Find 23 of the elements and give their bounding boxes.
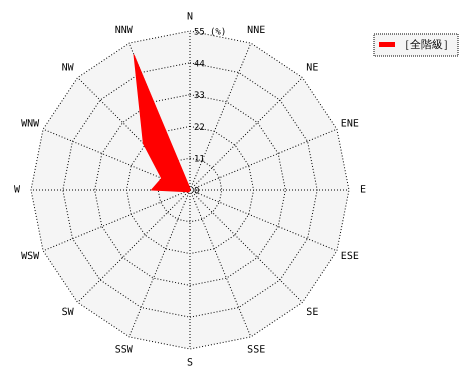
spoke-label: NNW <box>114 24 134 36</box>
spoke-label: SSW <box>114 344 134 356</box>
spoke-label: W <box>14 184 21 196</box>
legend-label: ［全階級］ <box>399 38 454 52</box>
spoke-label: WSW <box>21 250 40 262</box>
spoke-label: E <box>360 184 366 196</box>
spoke-label: S <box>186 358 194 369</box>
y-tick-label: 11 <box>194 154 205 165</box>
y-tick-label: 44 <box>194 59 205 70</box>
spoke-label: NNE <box>247 24 266 36</box>
spoke-label: ENE <box>340 118 359 130</box>
y-tick-label: 33 <box>194 91 205 102</box>
spoke-label: N <box>186 12 194 23</box>
spoke-label: NE <box>306 62 318 74</box>
y-tick-label: 55 <box>194 27 205 38</box>
spoke-label: SE <box>306 307 318 318</box>
spoke-label: WNW <box>21 118 40 130</box>
spoke-label: SSE <box>247 344 266 356</box>
spoke-label: ESE <box>340 250 359 262</box>
spoke-label: SW <box>62 307 75 318</box>
text: (%) <box>210 27 226 38</box>
y-tick-label: 22 <box>194 122 205 133</box>
spoke-label: NW <box>62 62 75 74</box>
